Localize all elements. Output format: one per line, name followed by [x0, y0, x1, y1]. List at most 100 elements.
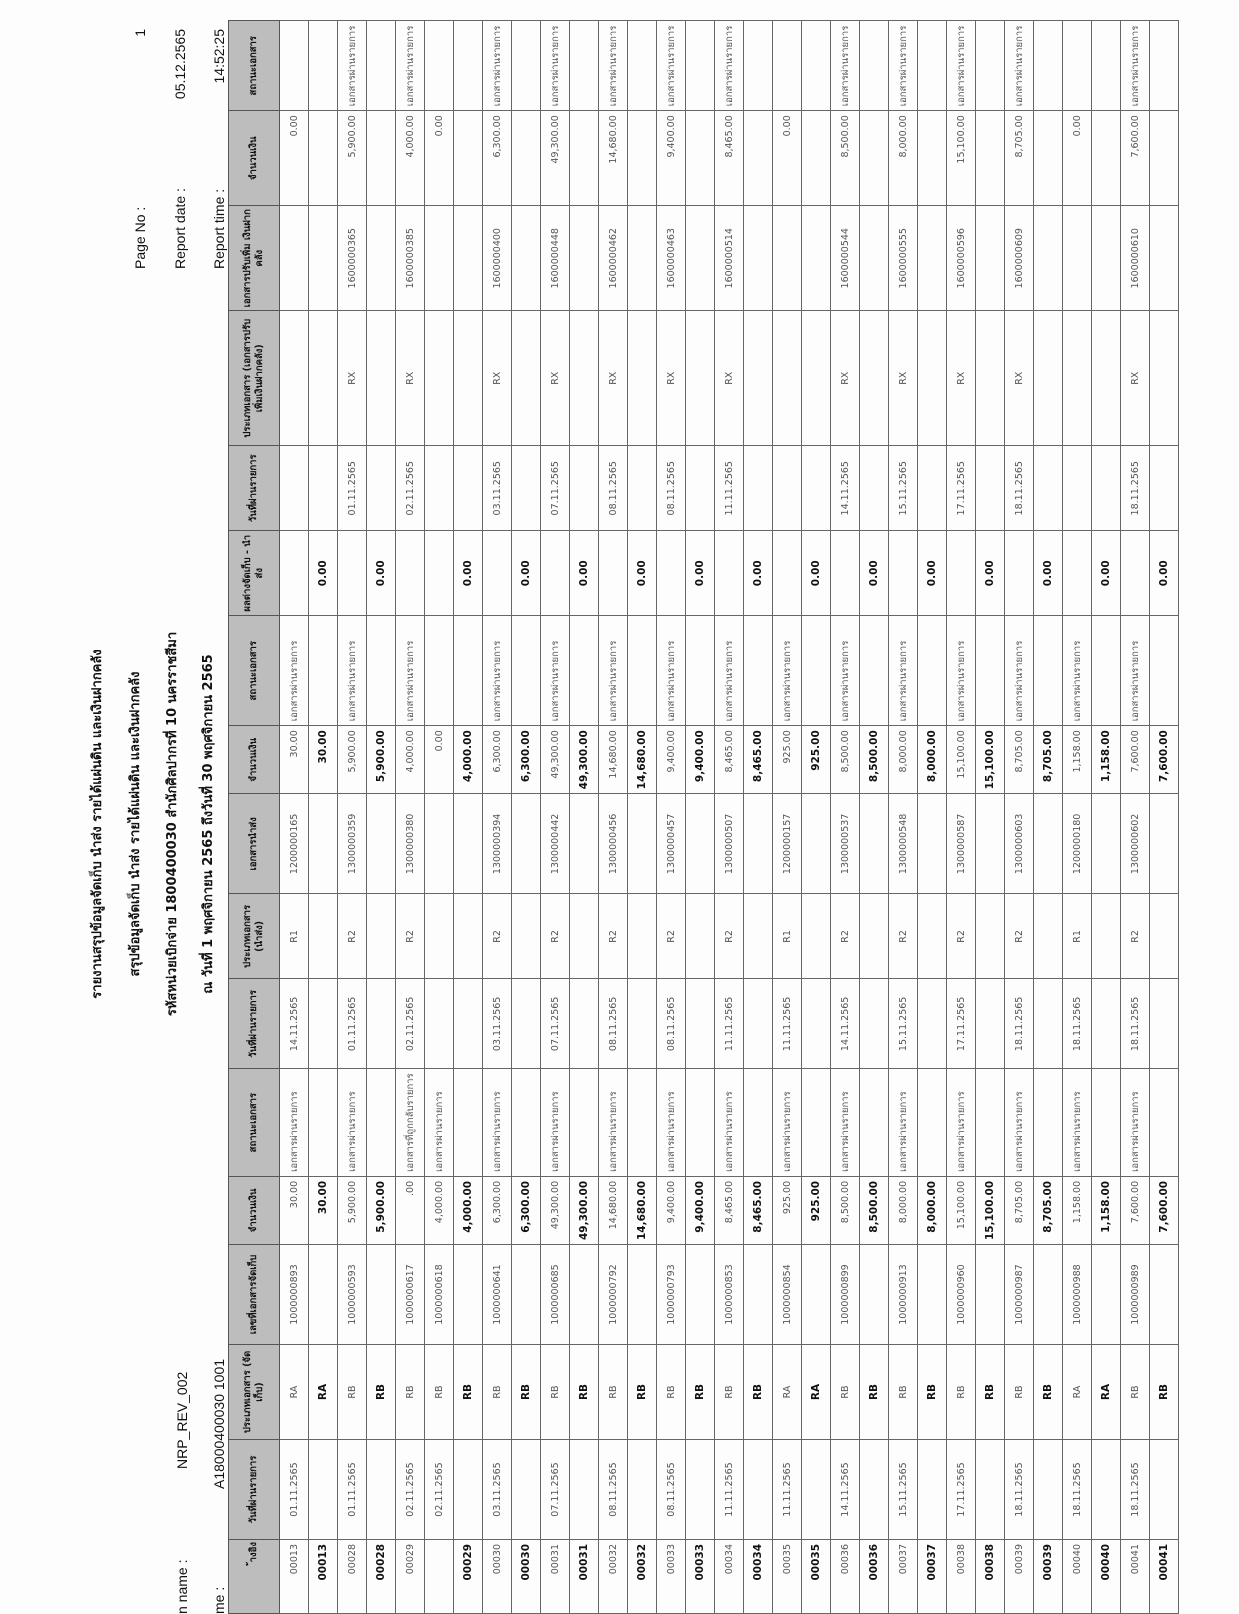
cell-remit-status	[569, 615, 599, 726]
cell-deposit-doc-type: RX	[830, 310, 860, 446]
table-row: 00039 18.11.2565 RB 1000000987 8,705.00 เอกสา…	[1004, 20, 1034, 1614]
column-header-collect-status: สถานะเอกสาร	[228, 1068, 280, 1177]
cell-deposit-doc-type	[801, 310, 831, 446]
cell-deposit-doc-type: RX	[656, 310, 686, 446]
cell-collect-doc-type: RA	[772, 1344, 802, 1440]
cell-collect-status: เอกสารผ่านรายการ	[656, 1068, 686, 1177]
user-name-label: me :	[211, 1586, 227, 1614]
cell-deposit-post-date	[1062, 445, 1092, 531]
cell-difference: 0.00	[627, 530, 657, 616]
cell-remit-doc-type: R2	[1120, 893, 1150, 979]
cell-deposit-doc-type: RX	[1120, 310, 1150, 446]
cell-post-date: 02.11.2565	[424, 1439, 454, 1540]
cell-collect-amount: 14,680.00	[627, 1176, 657, 1245]
cell-deposit-doc-no	[366, 205, 396, 311]
cell-remit-doc-type: R2	[337, 893, 367, 979]
report-time-value: 14:52:25	[211, 29, 227, 84]
cell-collect-doc-type: RA	[1091, 1344, 1121, 1440]
cell-remit-amount: 8,705.00	[1033, 725, 1063, 794]
table-row: 00028 01.11.2565 RB 1000000593 5,900.00 เอกสา…	[337, 20, 367, 1614]
cell-collect-status: เอกสารผ่านรายการ	[1062, 1068, 1092, 1177]
cell-remit-doc-type: R1	[772, 893, 802, 979]
subtotal-row: 00039 RB 8,705.00 8,705.00 0.00	[1033, 20, 1063, 1614]
cell-collect-amount: 7,600.00	[1149, 1176, 1179, 1245]
cell-collect-status	[569, 1068, 599, 1177]
cell-deposit-doc-type: RX	[337, 310, 367, 446]
cell-ref-no: 00028	[337, 1539, 367, 1614]
cell-remit-status: เอกสารผ่านรายการ	[772, 615, 802, 726]
cell-deposit-doc-no	[279, 205, 309, 311]
cell-collect-doc-no: 1000000853	[714, 1244, 744, 1345]
cell-collect-doc-no: 1000000593	[337, 1244, 367, 1345]
cell-post-date	[308, 1439, 338, 1540]
cell-post-date	[627, 1439, 657, 1540]
cell-difference	[279, 530, 309, 616]
cell-remit-status: เอกสารผ่านรายการ	[337, 615, 367, 726]
cell-remit-post-date	[569, 978, 599, 1069]
cell-remit-amount: 49,300.00	[540, 725, 570, 794]
cell-deposit-post-date	[424, 445, 454, 531]
cell-ref-no: 00038	[975, 1539, 1005, 1614]
cell-collect-doc-no	[685, 1244, 715, 1345]
cell-collect-amount: 925.00	[801, 1176, 831, 1245]
cell-deposit-status: เอกสารผ่านรายการ	[1004, 20, 1034, 111]
cell-ref-no: 00035	[772, 1539, 802, 1614]
cell-remit-status	[511, 615, 541, 726]
cell-deposit-amount: 6,300.00	[482, 110, 512, 206]
cell-collect-status: เอกสารผ่านรายการ	[830, 1068, 860, 1177]
cell-collect-doc-no: 1000000899	[830, 1244, 860, 1345]
cell-collect-amount: 8,465.00	[714, 1176, 744, 1245]
subtotal-row: 00035 RA 925.00 925.00 0.00	[801, 20, 831, 1614]
cell-remit-amount: 8,500.00	[859, 725, 889, 794]
cell-remit-status: เอกสารผ่านรายการ	[830, 615, 860, 726]
cell-ref-no	[424, 1539, 454, 1614]
cell-collect-doc-no: 1000000792	[598, 1244, 628, 1345]
cell-ref-no: 00013	[308, 1539, 338, 1614]
cell-collect-doc-type: RB	[540, 1344, 570, 1440]
cell-deposit-amount: 15,100.00	[946, 110, 976, 206]
cell-remit-status: เอกสารผ่านรายการ	[540, 615, 570, 726]
cell-ref-no: 00041	[1120, 1539, 1150, 1614]
cell-post-date	[685, 1439, 715, 1540]
cell-post-date: 18.11.2565	[1004, 1439, 1034, 1540]
cell-deposit-status: เอกสารผ่านรายการ	[714, 20, 744, 111]
cell-ref-no: 00035	[801, 1539, 831, 1614]
cell-remit-post-date	[308, 978, 338, 1069]
cell-collect-doc-type: RB	[424, 1344, 454, 1440]
cell-difference: 0.00	[308, 530, 338, 616]
cell-remit-post-date: 15.11.2565	[888, 978, 918, 1069]
table-row: 00029 02.11.2565 RB 1000000617.00 เอกสารที่ถ…	[395, 20, 425, 1614]
cell-difference: 0.00	[917, 530, 947, 616]
cell-deposit-doc-no	[424, 205, 454, 311]
cell-post-date	[511, 1439, 541, 1540]
cell-deposit-amount: 4,000.00	[395, 110, 425, 206]
cell-remit-amount: 8,465.00	[743, 725, 773, 794]
cell-deposit-post-date: 08.11.2565	[656, 445, 686, 531]
cell-collect-doc-no	[975, 1244, 1005, 1345]
cell-deposit-post-date: 11.11.2565	[714, 445, 744, 531]
cell-collect-doc-no	[1149, 1244, 1179, 1345]
column-header-ref-no: ้างอิง	[228, 1539, 280, 1614]
cell-deposit-status	[511, 20, 541, 111]
cell-remit-doc-type: R1	[279, 893, 309, 979]
cell-remit-doc-type	[308, 893, 338, 979]
cell-collect-doc-no: 1000000893	[279, 1244, 309, 1345]
cell-deposit-post-date: 07.11.2565	[540, 445, 570, 531]
cell-remit-doc-no: 1200000165	[279, 793, 309, 894]
cell-remit-status	[424, 615, 454, 726]
cell-remit-post-date: 11.11.2565	[714, 978, 744, 1069]
cell-deposit-doc-no: 1600000610	[1120, 205, 1150, 311]
cell-remit-doc-no: 1300000587	[946, 793, 976, 894]
cell-collect-amount: 8,000.00	[888, 1176, 918, 1245]
cell-post-date	[1033, 1439, 1063, 1540]
cell-ref-no: 00034	[743, 1539, 773, 1614]
table-row: 00032 08.11.2565 RB 1000000792 14,680.00 เอกส…	[598, 20, 628, 1614]
cell-difference: 0.00	[366, 530, 396, 616]
cell-remit-post-date: 14.11.2565	[830, 978, 860, 1069]
cell-remit-doc-no	[308, 793, 338, 894]
cell-difference	[424, 530, 454, 616]
cell-ref-no: 00031	[569, 1539, 599, 1614]
subtotal-row: 00037 RB 8,000.00 8,000.00 0.00	[917, 20, 947, 1614]
cell-collect-amount: 5,900.00	[337, 1176, 367, 1245]
